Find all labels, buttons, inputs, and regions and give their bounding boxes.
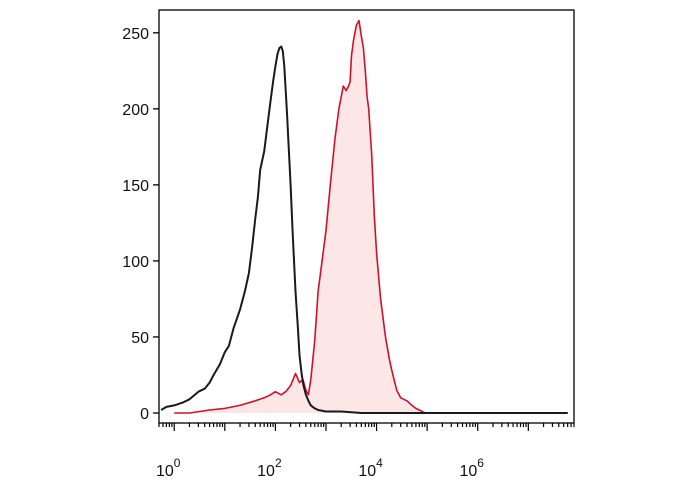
x-tick-label: 102: [257, 456, 282, 480]
x-tick-label: 104: [358, 456, 383, 480]
y-tick-label: 0: [140, 406, 149, 423]
series-1-area: [174, 20, 568, 413]
x-tick-label: 100: [156, 456, 181, 480]
y-tick-label: 250: [122, 26, 149, 43]
y-tick-label: 100: [122, 254, 149, 271]
y-tick-label: 200: [122, 102, 149, 119]
y-tick-label: 50: [131, 330, 149, 347]
series-1-line: [174, 19, 568, 414]
y-tick-label: 150: [122, 178, 149, 195]
axis-layer: 0 50 100 150 200 250 100 102 104 106: [122, 26, 575, 480]
plot-frame: [158, 9, 575, 424]
series-layer: [160, 19, 568, 414]
series-0-line: [160, 45, 568, 414]
x-tick-label: 106: [459, 456, 484, 480]
